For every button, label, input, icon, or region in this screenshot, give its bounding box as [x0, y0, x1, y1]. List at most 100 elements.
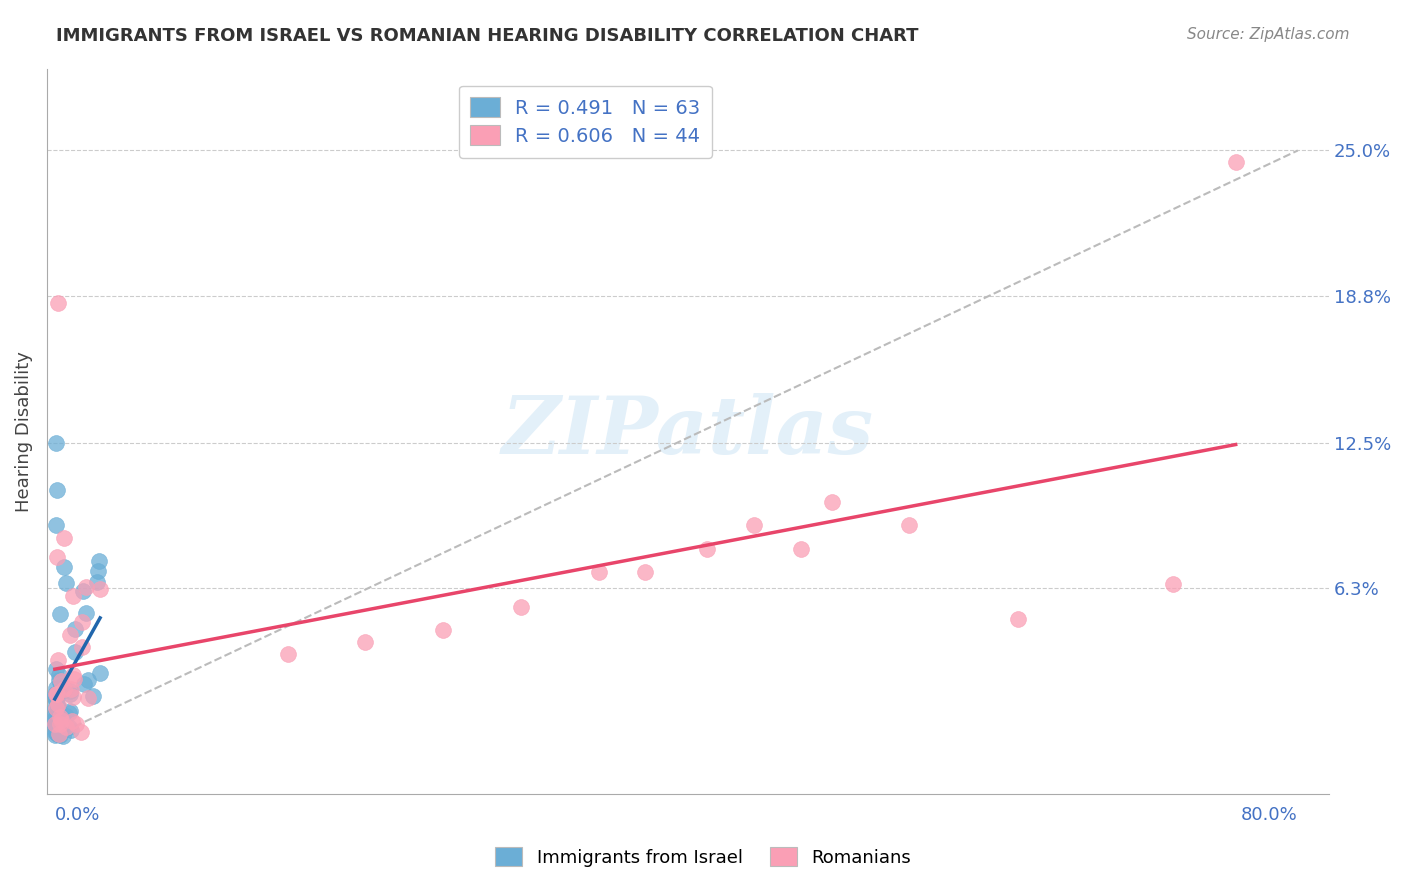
Point [46, 700, 69, 714]
Point [742, 518, 765, 533]
Point [51, 673, 73, 688]
Point [45, 436, 67, 450]
Point [82, 689, 104, 703]
Point [1225, 155, 1247, 169]
Point [86, 575, 108, 590]
Point [45, 687, 67, 701]
Text: 80.0%: 80.0% [1241, 806, 1298, 824]
Point [1163, 576, 1185, 591]
Point [49, 728, 72, 742]
Point [77, 673, 100, 688]
Point [62, 690, 84, 704]
Point [46, 725, 69, 739]
Point [45, 714, 67, 729]
Point [46, 687, 69, 701]
Point [634, 565, 657, 579]
Point [354, 635, 377, 649]
Point [59, 681, 82, 696]
Point [87, 554, 110, 568]
Point [45, 518, 67, 533]
Point [588, 565, 610, 579]
Point [59, 723, 82, 737]
Point [59, 628, 82, 642]
Point [44, 717, 66, 731]
Point [49, 607, 72, 621]
Point [59, 704, 82, 718]
Legend: Immigrants from Israel, Romanians: Immigrants from Israel, Romanians [488, 840, 918, 874]
Point [52, 682, 75, 697]
Point [45, 681, 67, 696]
Point [48, 673, 70, 687]
Point [89, 582, 111, 597]
Point [44, 689, 66, 703]
Point [48, 727, 70, 741]
Point [46, 716, 69, 731]
Point [44, 706, 66, 721]
Text: IMMIGRANTS FROM ISRAEL VS ROMANIAN HEARING DISABILITY CORRELATION CHART: IMMIGRANTS FROM ISRAEL VS ROMANIAN HEARI… [56, 27, 918, 45]
Point [46, 718, 69, 732]
Point [45, 694, 67, 708]
Point [45, 687, 67, 701]
Point [509, 600, 531, 615]
Point [53, 683, 76, 698]
Point [48, 667, 70, 681]
Point [77, 691, 100, 706]
Point [45, 692, 67, 706]
Text: Source: ZipAtlas.com: Source: ZipAtlas.com [1187, 27, 1350, 42]
Point [63, 645, 86, 659]
Point [51, 713, 73, 727]
Point [48, 709, 70, 723]
Point [70, 640, 93, 655]
Point [44, 701, 66, 715]
Point [63, 672, 86, 686]
Point [49, 679, 72, 693]
Point [58, 706, 80, 720]
Text: ZIPatlas: ZIPatlas [502, 392, 875, 470]
Point [70, 724, 93, 739]
Point [53, 560, 76, 574]
Point [48, 697, 70, 711]
Point [55, 576, 77, 591]
Point [45, 708, 67, 723]
Point [44, 687, 66, 701]
Point [59, 684, 82, 698]
Point [52, 729, 75, 743]
Point [44, 694, 66, 708]
Y-axis label: Hearing Disability: Hearing Disability [15, 351, 32, 512]
Point [87, 564, 110, 578]
Point [60, 714, 83, 728]
Point [44, 713, 66, 727]
Point [44, 711, 66, 725]
Point [696, 541, 718, 556]
Point [44, 718, 66, 732]
Point [46, 653, 69, 667]
Point [45, 700, 67, 714]
Point [58, 720, 80, 734]
Point [789, 541, 811, 556]
Point [1007, 612, 1029, 626]
Point [46, 727, 69, 741]
Point [89, 666, 111, 681]
Point [46, 549, 69, 564]
Point [55, 720, 77, 734]
Point [45, 717, 67, 731]
Point [55, 709, 77, 723]
Point [44, 728, 66, 742]
Point [45, 692, 67, 706]
Point [59, 688, 82, 702]
Point [44, 724, 66, 739]
Point [75, 580, 97, 594]
Point [48, 716, 70, 731]
Point [46, 483, 69, 497]
Point [62, 589, 84, 603]
Point [65, 717, 87, 731]
Point [820, 494, 842, 508]
Point [46, 295, 69, 310]
Point [432, 624, 454, 638]
Point [63, 623, 86, 637]
Point [45, 727, 67, 741]
Legend: R = 0.491   N = 63, R = 0.606   N = 44: R = 0.491 N = 63, R = 0.606 N = 44 [458, 86, 711, 158]
Point [46, 700, 69, 714]
Point [62, 668, 84, 682]
Point [75, 606, 97, 620]
